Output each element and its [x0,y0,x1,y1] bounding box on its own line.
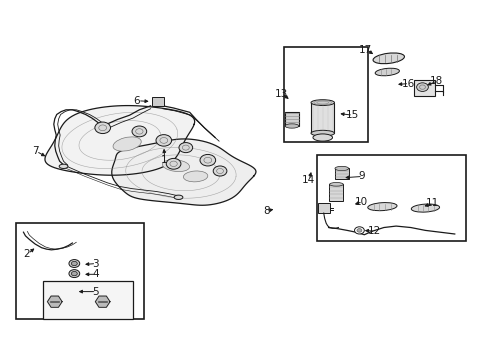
Bar [151,97,163,106]
Text: 10: 10 [355,197,367,207]
Polygon shape [112,139,255,205]
Text: 11: 11 [425,198,439,208]
Circle shape [156,135,171,146]
Text: 1: 1 [160,155,167,165]
Text: 12: 12 [366,226,380,236]
Circle shape [95,122,110,134]
Text: 18: 18 [428,76,442,86]
Ellipse shape [372,53,404,64]
Text: 8: 8 [263,206,269,216]
Ellipse shape [329,183,343,186]
Text: 4: 4 [92,269,99,279]
Circle shape [69,260,80,267]
Ellipse shape [162,160,189,171]
Ellipse shape [410,204,439,212]
Text: 16: 16 [401,78,414,89]
Circle shape [69,270,80,278]
Circle shape [71,261,77,266]
Circle shape [179,143,192,153]
Bar [283,47,367,142]
Circle shape [132,126,146,137]
Ellipse shape [312,134,332,141]
Ellipse shape [310,100,334,105]
Bar [328,184,342,201]
Circle shape [71,271,77,276]
Bar [317,203,329,213]
Polygon shape [95,296,110,307]
Bar [285,112,298,126]
Ellipse shape [374,68,399,76]
Circle shape [416,83,427,91]
Bar [16,223,144,319]
Bar [310,103,333,133]
Ellipse shape [183,171,207,182]
Circle shape [213,166,226,176]
Polygon shape [45,105,194,175]
Text: 17: 17 [358,45,372,55]
Bar [413,80,434,96]
Text: 2: 2 [23,249,30,259]
Ellipse shape [367,203,396,211]
Text: 3: 3 [92,258,99,269]
Bar [316,155,465,241]
Text: 15: 15 [345,110,358,120]
Ellipse shape [59,164,68,168]
Text: 7: 7 [32,146,39,156]
Text: 5: 5 [92,287,99,297]
Circle shape [200,154,215,166]
Ellipse shape [334,166,348,171]
Ellipse shape [285,124,298,128]
Bar [334,168,348,179]
Bar [43,281,133,319]
Text: 6: 6 [133,96,140,106]
Text: 14: 14 [301,175,314,185]
Ellipse shape [174,195,183,199]
Text: 13: 13 [274,89,287,99]
Ellipse shape [310,130,334,136]
Text: 9: 9 [358,171,365,181]
Ellipse shape [113,137,141,151]
Circle shape [166,158,181,169]
Circle shape [354,227,364,234]
Circle shape [356,229,361,232]
Polygon shape [47,296,62,307]
